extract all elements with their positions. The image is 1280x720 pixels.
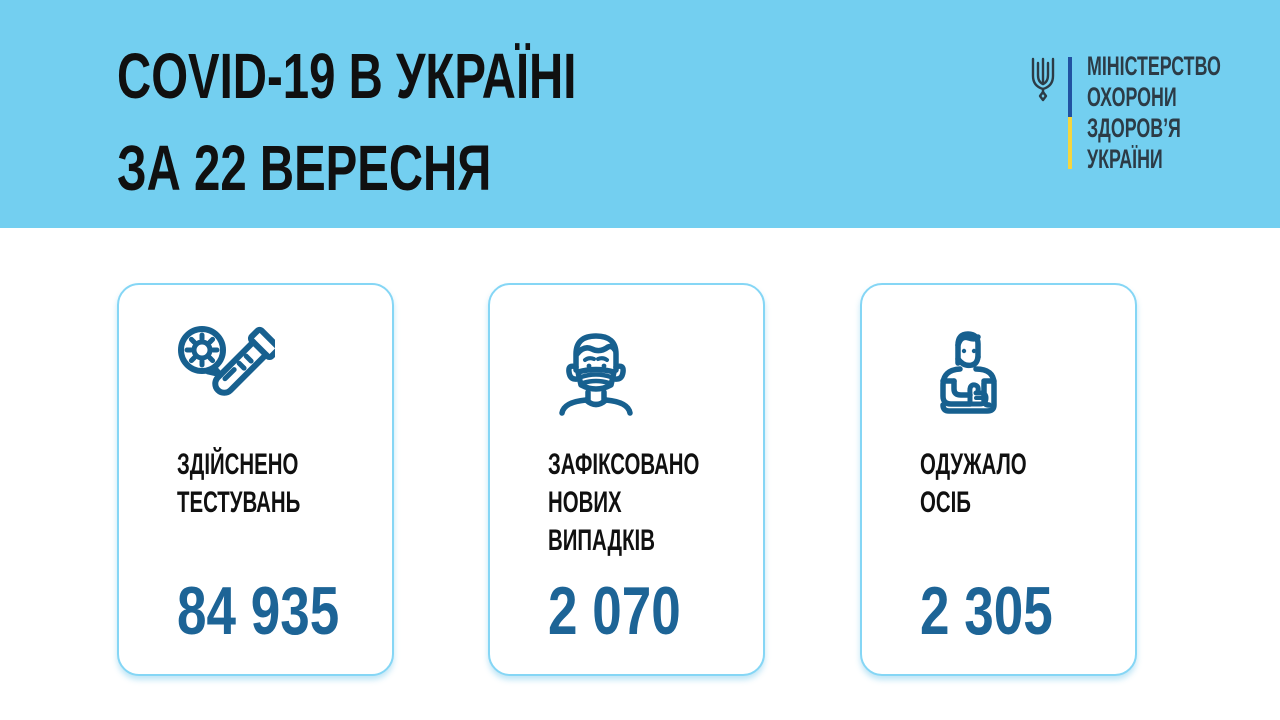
ministry-line: МІНІСТЕРСТВО <box>1087 51 1221 81</box>
ministry-line: ОХОРОНИ <box>1087 82 1177 112</box>
ukraine-trident-icon <box>1031 57 1055 102</box>
ministry-line: ЗДОРОВ’Я <box>1087 113 1181 143</box>
label-line: ОДУЖАЛО <box>920 448 1027 481</box>
card-recovered: ОДУЖАЛО ОСІБ 2 305 <box>860 283 1137 676</box>
card-label: ОДУЖАЛО ОСІБ <box>920 446 1077 522</box>
label-line: ТЕСТУВАНЬ <box>177 486 301 519</box>
flag-blue-segment <box>1068 57 1072 117</box>
flag-bar <box>1068 57 1072 169</box>
title-line-1: COVID-19 В УКРАЇНІ <box>117 40 577 112</box>
card-label: ЗДІЙСНЕНО ТЕСТУВАНЬ <box>177 446 358 522</box>
flag-yellow-segment <box>1068 117 1072 169</box>
page-title: COVID-19 В УКРАЇНІ ЗА 22 ВЕРЕСНЯ <box>117 30 738 214</box>
recovered-person-icon <box>940 331 997 414</box>
ministry-line: УКРАЇНИ <box>1087 144 1163 174</box>
card-new-cases: ЗАФІКСОВАНО НОВИХ ВИПАДКІВ 2 070 <box>488 283 765 676</box>
title-line-2: ЗА 22 ВЕРЕСНЯ <box>117 132 492 204</box>
label-line: ОСІБ <box>920 486 971 519</box>
header-banner: COVID-19 В УКРАЇНІ ЗА 22 ВЕРЕСНЯ МІНІСТЕ… <box>0 0 1280 228</box>
label-line: ЗАФІКСОВАНО <box>548 448 700 481</box>
test-tube-virus-icon <box>178 326 275 396</box>
card-value: 2 070 <box>548 573 681 649</box>
label-line: ВИПАДКІВ <box>548 524 655 557</box>
label-line: ЗДІЙСНЕНО <box>177 448 299 481</box>
card-tests: ЗДІЙСНЕНО ТЕСТУВАНЬ 84 935 <box>117 283 394 676</box>
label-line: НОВИХ <box>548 486 622 519</box>
masked-person-icon <box>559 333 633 416</box>
card-value: 84 935 <box>177 573 340 649</box>
ministry-name: МІНІСТЕРСТВО ОХОРОНИ ЗДОРОВ’Я УКРАЇНИ <box>1087 51 1280 175</box>
card-label: ЗАФІКСОВАНО НОВИХ ВИПАДКІВ <box>548 446 771 560</box>
card-value: 2 305 <box>920 573 1053 649</box>
